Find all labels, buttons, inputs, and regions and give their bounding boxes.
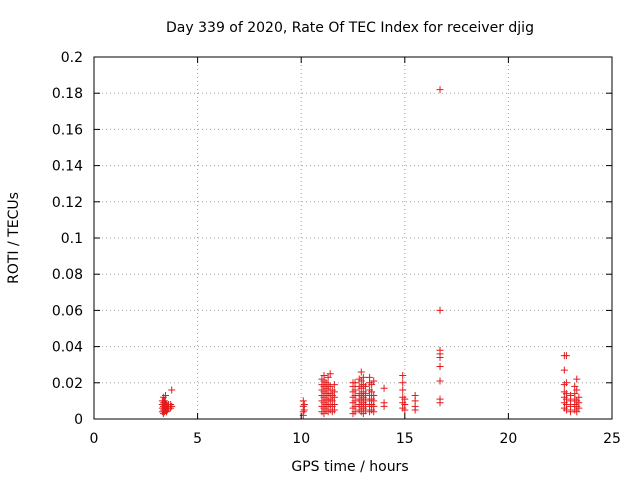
axis-ticks xyxy=(93,56,613,420)
data-point xyxy=(399,379,407,387)
data-point xyxy=(575,393,583,401)
y-tick-label: 0.06 xyxy=(52,303,83,319)
data-point xyxy=(299,397,307,405)
x-axis-label: GPS time / hours xyxy=(291,459,408,475)
y-axis-label: ROTI / TECUs xyxy=(6,192,22,284)
data-point xyxy=(567,391,575,399)
data-point xyxy=(370,391,378,399)
y-tick-labels: 0 0.02 0.04 0.06 0.08 0.1 0.12 0.14 0.16 0.18 0.2 xyxy=(52,50,83,428)
data-point xyxy=(361,382,369,390)
data-point xyxy=(411,391,419,399)
data-point xyxy=(326,370,334,378)
y-tick-label: 0.16 xyxy=(52,122,83,138)
data-point xyxy=(357,377,365,385)
y-tick-label: 0.2 xyxy=(61,50,83,66)
data-point xyxy=(562,390,570,398)
data-point xyxy=(167,401,175,409)
x-tick-label: 0 xyxy=(90,431,99,447)
data-point xyxy=(168,386,176,394)
data-point xyxy=(330,388,338,396)
data-point xyxy=(357,384,365,392)
data-point xyxy=(330,381,338,389)
x-tick-labels: 0 5 10 15 20 25 xyxy=(90,431,621,447)
data-point xyxy=(573,386,581,394)
data-point xyxy=(401,395,409,403)
data-point xyxy=(161,391,169,399)
data-point xyxy=(320,372,328,380)
x-tick-label: 10 xyxy=(292,431,310,447)
data-point xyxy=(399,386,407,394)
x-tick-label: 5 xyxy=(193,431,202,447)
data-point xyxy=(380,384,388,392)
y-tick-label: 0.18 xyxy=(52,86,83,102)
x-tick-label: 20 xyxy=(499,431,517,447)
y-tick-label: 0.04 xyxy=(52,340,83,356)
data-point xyxy=(361,390,369,398)
data-point xyxy=(351,386,359,394)
y-tick-label: 0.08 xyxy=(52,267,83,283)
y-tick-label: 0.02 xyxy=(52,376,83,392)
data-point xyxy=(560,366,568,374)
data-point xyxy=(300,401,308,409)
data-point xyxy=(359,373,367,381)
data-point xyxy=(571,382,579,390)
data-point xyxy=(351,379,359,387)
data-point xyxy=(330,401,338,409)
grid-lines xyxy=(94,57,612,419)
data-point xyxy=(366,373,374,381)
y-tick-label: 0.14 xyxy=(52,159,83,175)
data-point xyxy=(436,377,444,385)
data-point xyxy=(380,399,388,407)
data-point xyxy=(368,381,376,389)
data-point xyxy=(161,399,169,407)
data-point xyxy=(160,397,168,405)
data-point xyxy=(436,86,444,94)
data-points xyxy=(158,86,583,419)
data-point xyxy=(399,372,407,380)
x-tick-label: 15 xyxy=(396,431,414,447)
x-tick-label: 25 xyxy=(603,431,621,447)
chart-title: Day 339 of 2020, Rate Of TEC Index for r… xyxy=(166,20,534,36)
y-tick-label: 0.1 xyxy=(61,231,83,247)
data-point xyxy=(573,375,581,383)
data-point xyxy=(326,382,334,390)
data-point xyxy=(562,352,570,360)
y-tick-label: 0 xyxy=(74,412,83,428)
data-point xyxy=(571,390,579,398)
data-point xyxy=(562,379,570,387)
data-point xyxy=(436,395,444,403)
y-tick-label: 0.12 xyxy=(52,195,83,211)
data-point xyxy=(324,373,332,381)
data-point xyxy=(357,368,365,376)
data-point xyxy=(436,346,444,354)
data-point xyxy=(168,402,176,410)
data-point xyxy=(436,306,444,314)
data-point xyxy=(436,363,444,371)
data-point xyxy=(370,377,378,385)
data-point xyxy=(368,388,376,396)
